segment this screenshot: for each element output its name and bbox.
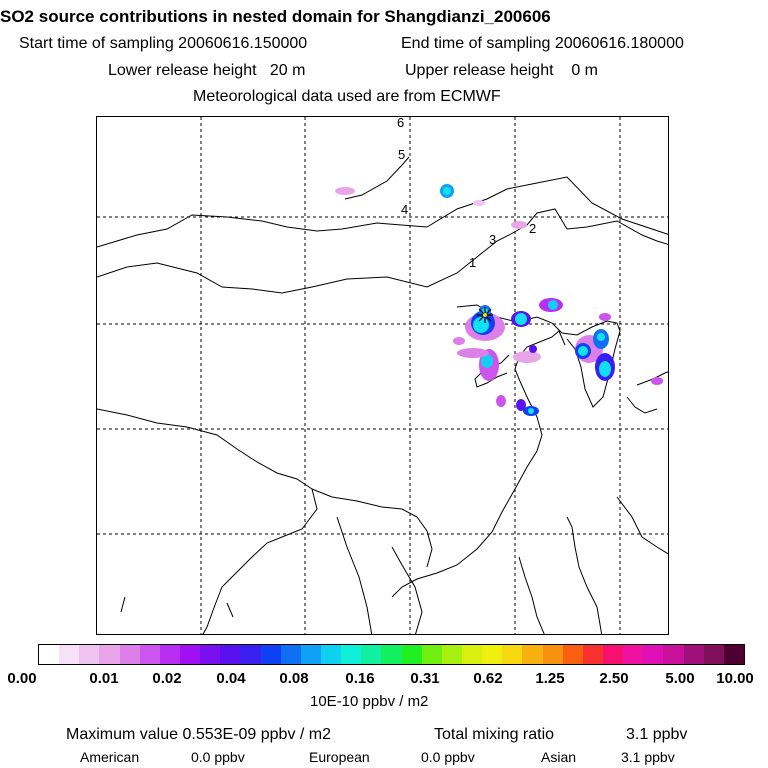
colorbar-tick: 0.02 [152,670,182,687]
colorbar-tick: 0.01 [89,670,119,687]
colorbar-tick: 10.00 [716,670,754,687]
colorbar-swatch [401,645,422,664]
contour-label: 6 [397,117,404,130]
map-panel: 6 5 4 3 2 1 [96,116,669,635]
colorbar-swatch [441,645,462,664]
colorbar-swatch [139,645,160,664]
colorbar-tick: 0.08 [279,670,309,687]
contour-label: 5 [398,147,405,162]
colorbar-swatch [522,645,543,664]
colorbar-tick: 2.50 [599,670,629,687]
colorbar-swatch [200,645,221,664]
colorbar-swatch [381,645,402,664]
coastlines-borders [97,156,668,634]
start-time-label: Start time of sampling 20060616.150000 [19,35,308,52]
end-time-label: End time of sampling 20060616.180000 [401,35,684,52]
colorbar-tick: 0.16 [345,670,375,687]
colorbar-swatch [582,645,603,664]
concentration-plumes [335,184,663,416]
colorbar-swatch [542,645,563,664]
colorbar-swatch [361,645,382,664]
colorbar [38,644,745,665]
colorbar-swatch [502,645,523,664]
contour-label: 4 [401,202,408,217]
european-value: 0.0 ppbv [421,749,475,765]
colorbar-swatch [79,645,100,664]
colorbar-swatch [119,645,140,664]
colorbar-tick: 0.04 [216,670,246,687]
colorbar-swatch [663,645,684,664]
colorbar-tick: 1.25 [535,670,565,687]
colorbar-swatch [260,645,281,664]
colorbar-swatch [482,645,503,664]
colorbar-swatch [643,645,664,664]
map-canvas: 6 5 4 3 2 1 [97,117,668,634]
colorbar-swatch [240,645,261,664]
colorbar-swatch [280,645,301,664]
colorbar-swatch [59,645,80,664]
met-data-label: Meteorological data used are from ECMWF [193,88,501,105]
page-title: SO2 source contributions in nested domai… [0,7,551,26]
colorbar-swatch [461,645,483,664]
colorbar-tick: 0.31 [410,670,440,687]
european-label: European [309,749,370,765]
asian-value: 3.1 ppbv [621,749,675,765]
contour-labels: 6 5 4 3 2 1 [397,117,536,270]
lat-lon-grid [97,117,668,634]
colorbar-swatch [179,645,201,664]
total-mixing-label: Total mixing ratio [434,726,555,743]
colorbar-swatch [683,645,704,664]
contour-label: 2 [529,221,536,236]
colorbar-swatch [159,645,180,664]
colorbar-swatch [300,645,321,664]
colorbar-tick: 0.00 [7,670,37,687]
max-value-label: Maximum value 0.553E-09 ppbv / m2 [66,726,332,743]
colorbar-swatch [421,645,442,664]
colorbar-swatch [39,645,60,664]
colorbar-swatch [602,645,624,664]
colorbar-swatch [723,645,744,664]
asian-label: Asian [541,749,577,765]
colorbar-swatch [703,645,724,664]
station-marker [477,307,493,323]
lower-release-label: Lower release height 20 m [108,62,306,79]
colorbar-swatch [341,645,362,664]
american-label: American [80,749,140,765]
total-mixing-value: 3.1 ppbv [626,726,688,743]
upper-release-label: Upper release height 0 m [405,62,598,79]
colorbar-tick: 5.00 [665,670,695,687]
colorbar-swatch [562,645,583,664]
american-value: 0.0 ppbv [191,749,245,765]
colorbar-tick: 0.62 [473,670,503,687]
colorbar-swatch [220,645,241,664]
colorbar-swatch [320,645,342,664]
colorbar-swatch [99,645,120,664]
contour-label: 1 [469,255,476,270]
colorbar-swatch [623,645,644,664]
contour-label: 3 [489,232,496,247]
colorbar-unit: 10E-10 ppbv / m2 [310,693,429,710]
